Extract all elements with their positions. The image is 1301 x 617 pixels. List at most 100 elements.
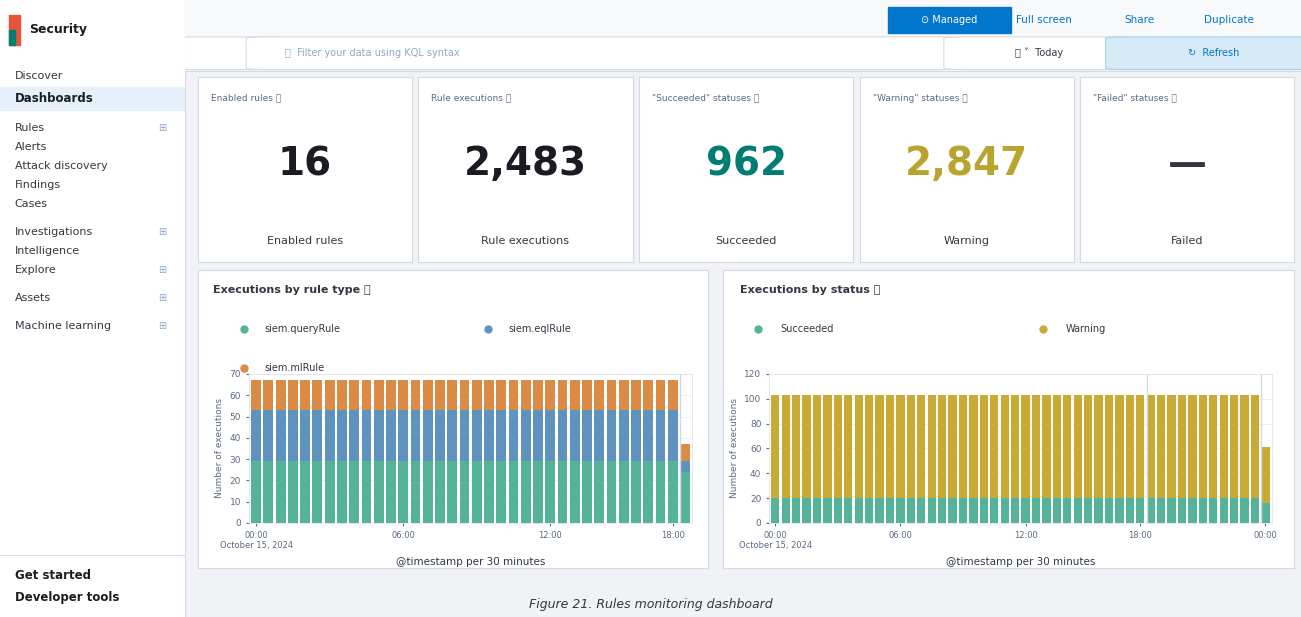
Bar	[288, 462, 298, 523]
Bar	[582, 410, 592, 462]
Bar	[1000, 498, 1008, 523]
Bar	[1167, 498, 1176, 523]
Bar	[813, 395, 821, 498]
Bar	[545, 380, 556, 410]
Bar	[606, 380, 617, 410]
Bar	[1094, 498, 1103, 523]
Text: Figure 21. Rules monitoring dashboard: Figure 21. Rules monitoring dashboard	[528, 598, 773, 611]
Bar	[251, 410, 262, 462]
Bar	[959, 395, 967, 498]
Bar	[582, 380, 592, 410]
Text: Succeeded: Succeeded	[781, 324, 834, 334]
Bar	[1209, 395, 1218, 498]
Text: 16: 16	[277, 145, 332, 183]
Bar	[411, 410, 420, 462]
Y-axis label: Number of executions: Number of executions	[730, 399, 739, 499]
Bar	[1136, 395, 1145, 498]
Bar	[928, 498, 935, 523]
Bar	[834, 498, 842, 523]
Bar	[1000, 395, 1008, 498]
Bar	[656, 380, 666, 410]
Text: "Failed" statuses ⓘ: "Failed" statuses ⓘ	[1093, 94, 1177, 103]
Bar	[896, 395, 904, 498]
Bar	[570, 462, 580, 523]
Bar	[312, 380, 323, 410]
Bar	[509, 380, 518, 410]
Bar	[948, 395, 956, 498]
Bar	[9, 30, 14, 45]
Text: Cases: Cases	[14, 199, 48, 209]
Bar	[545, 462, 556, 523]
Bar	[1157, 395, 1166, 498]
Bar	[948, 498, 956, 523]
Text: Succeeded: Succeeded	[716, 236, 777, 246]
Bar	[301, 380, 310, 410]
Bar	[276, 462, 285, 523]
Text: —: —	[1168, 145, 1207, 183]
Text: "Succeeded" statuses ⓘ: "Succeeded" statuses ⓘ	[652, 94, 760, 103]
Bar	[813, 498, 821, 523]
Bar	[824, 395, 831, 498]
Bar	[435, 462, 445, 523]
Bar	[619, 462, 628, 523]
Bar	[631, 380, 641, 410]
Bar	[1063, 395, 1072, 498]
Bar	[373, 462, 384, 523]
Text: Warning: Warning	[1066, 324, 1106, 334]
Bar	[509, 410, 518, 462]
Bar	[917, 498, 925, 523]
Text: 🔍  Filter your data using KQL syntax: 🔍 Filter your data using KQL syntax	[285, 48, 459, 58]
Text: "Warning" statuses ⓘ: "Warning" statuses ⓘ	[873, 94, 967, 103]
Bar	[509, 462, 518, 523]
Bar	[928, 395, 935, 498]
Bar	[1209, 498, 1218, 523]
Bar	[667, 410, 678, 462]
Bar	[264, 410, 273, 462]
Bar	[824, 498, 831, 523]
Bar	[1042, 395, 1051, 498]
Text: Rules: Rules	[14, 123, 46, 133]
Bar	[844, 498, 852, 523]
Bar	[301, 410, 310, 462]
Bar	[251, 462, 262, 523]
Text: Rule executions ⓘ: Rule executions ⓘ	[431, 94, 511, 103]
Bar	[325, 410, 334, 462]
Bar	[484, 410, 494, 462]
Bar	[1188, 498, 1197, 523]
Bar	[834, 395, 842, 498]
Bar	[1125, 395, 1134, 498]
Text: ⬛ ˅  Today: ⬛ ˅ Today	[1015, 48, 1063, 59]
Text: Get started: Get started	[14, 568, 91, 582]
Text: Share: Share	[1124, 15, 1154, 25]
Bar	[497, 380, 506, 410]
Bar	[1219, 395, 1228, 498]
Bar	[792, 498, 800, 523]
Bar	[1053, 395, 1062, 498]
Bar	[1229, 498, 1239, 523]
Bar	[644, 462, 653, 523]
Bar	[276, 380, 285, 410]
Bar	[570, 380, 580, 410]
Bar	[288, 380, 298, 410]
Text: Enabled rules: Enabled rules	[267, 236, 343, 246]
Bar	[595, 380, 604, 410]
Bar	[980, 498, 987, 523]
Bar	[398, 380, 409, 410]
Bar	[386, 380, 396, 410]
Bar	[448, 410, 457, 462]
Bar	[1011, 395, 1019, 498]
Text: Rule executions: Rule executions	[481, 236, 570, 246]
Text: Intelligence: Intelligence	[14, 246, 79, 256]
FancyBboxPatch shape	[168, 37, 285, 70]
Bar	[876, 498, 883, 523]
Text: Security: Security	[30, 23, 87, 36]
Bar	[337, 410, 347, 462]
Bar	[1146, 498, 1155, 523]
Bar	[771, 498, 779, 523]
Bar	[312, 410, 323, 462]
Bar	[680, 462, 690, 472]
Text: Dashboards: Dashboards	[14, 92, 94, 106]
Bar	[855, 395, 863, 498]
Bar	[644, 410, 653, 462]
Bar	[264, 380, 273, 410]
